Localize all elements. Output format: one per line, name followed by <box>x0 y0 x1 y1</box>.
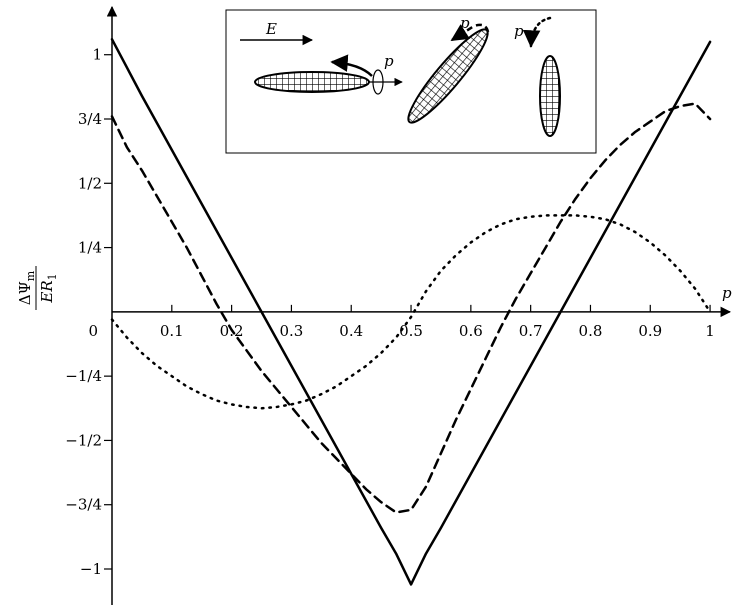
x-tick-label: 0.7 <box>519 322 543 340</box>
x-tick-label: 0.6 <box>459 322 483 340</box>
x-tick-label: 0.9 <box>638 322 662 340</box>
dipole-arrow <box>450 23 490 42</box>
x-axis-label: p <box>722 284 732 302</box>
x-tick-label: 0.4 <box>339 322 363 340</box>
x-tick-label: 0.3 <box>279 322 303 340</box>
rotation <box>372 69 384 95</box>
dipole-arrow <box>522 16 552 48</box>
line-series <box>110 102 712 514</box>
y-label-denominator: ER1 <box>38 273 59 303</box>
x-tick-label: 0.8 <box>579 322 603 340</box>
y-tick-label: −1/2 <box>65 431 102 449</box>
line-series <box>110 214 712 410</box>
ellipsoid <box>539 55 561 137</box>
x-tick-label: 0.5 <box>399 322 423 340</box>
inset-label: E <box>265 20 277 38</box>
y-tick-label: 1/4 <box>78 239 102 257</box>
y-tick-label: −1 <box>80 560 102 578</box>
y-tick-label: −1/4 <box>65 367 102 385</box>
inset-label: p <box>384 52 394 70</box>
y-tick-label: 0 <box>88 322 98 340</box>
y-tick-label: 1 <box>92 46 102 64</box>
x-tick-label: 1 <box>705 322 715 340</box>
y-axis-label: ΔΨm ER1 <box>16 266 59 310</box>
y-tick-label: 1/2 <box>78 174 102 192</box>
inset: E p p p <box>225 9 597 154</box>
inset-label: p <box>514 22 524 40</box>
dipole-arrow <box>330 54 373 77</box>
y-tick-label: 3/4 <box>78 110 102 128</box>
y-label-numerator: ΔΨm <box>16 270 37 305</box>
inset-label: p <box>460 14 470 32</box>
y-tick-label: −3/4 <box>65 496 102 514</box>
line-series <box>110 38 712 586</box>
ellipsoid <box>254 71 370 93</box>
x-tick-label: 0.1 <box>160 322 184 340</box>
